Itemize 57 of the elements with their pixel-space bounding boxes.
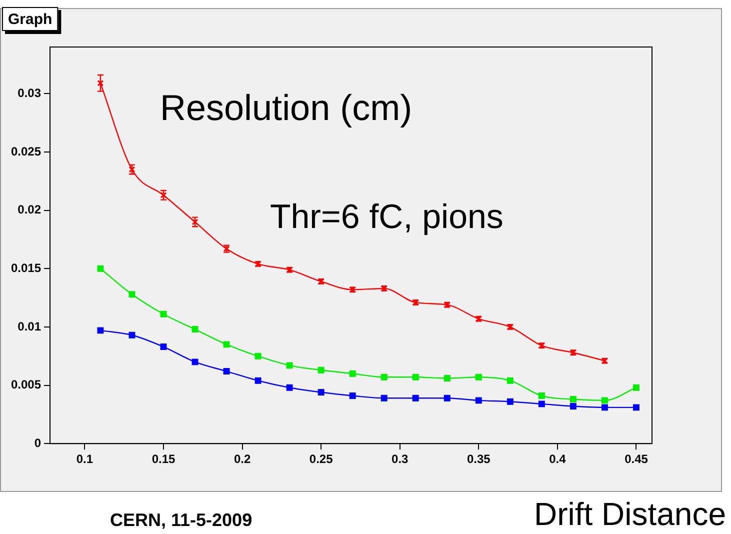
x-tick-label: 0.2: [234, 452, 251, 466]
x-axis-title: Drift Distance: [534, 496, 726, 532]
point: [97, 80, 104, 86]
x-tick-label: 0.3: [392, 452, 409, 466]
x-tick-label: 0.35: [466, 452, 491, 466]
point: [97, 327, 104, 334]
point: [506, 377, 514, 384]
point: [223, 341, 230, 348]
y-tick-label: 0.015: [11, 260, 42, 275]
point: [380, 374, 388, 380]
point: [318, 366, 324, 374]
y-tick-label: 0: [34, 436, 42, 450]
x-tick-label: 0.45: [624, 452, 648, 466]
y-tick-label: 0.01: [18, 319, 42, 334]
y-tick-label: 0.025: [11, 144, 42, 158]
point: [254, 352, 262, 360]
point: [602, 397, 608, 404]
x-tick-label: 0.25: [309, 452, 334, 466]
annotation: Thr=6 fC, pions: [270, 198, 504, 236]
point: [538, 400, 545, 408]
point: [128, 332, 136, 338]
point: [349, 392, 356, 399]
point: [349, 370, 356, 377]
annotation: Resolution (cm): [160, 87, 412, 128]
point: [160, 310, 167, 318]
point: [192, 358, 198, 366]
point: [506, 398, 514, 405]
point: [633, 384, 640, 391]
point: [160, 344, 167, 350]
x-tick-label: 0.4: [549, 452, 566, 466]
point: [380, 394, 388, 402]
text: CERN, 11-5-2009: [110, 510, 252, 530]
point: [538, 392, 545, 399]
point: [128, 291, 136, 298]
y-tick-label: 0.02: [18, 202, 42, 217]
y-tick-label: 0.005: [11, 378, 42, 392]
point: [570, 396, 576, 402]
y-tick-label: 0.03: [18, 86, 42, 100]
point: [602, 404, 608, 411]
point: [412, 374, 419, 380]
point: [97, 265, 104, 272]
x-tick-label: 0.1: [76, 452, 94, 466]
point: [444, 375, 450, 382]
point: [475, 397, 482, 404]
x-tick-label: 0.15: [152, 452, 176, 466]
point: [570, 403, 576, 410]
point: [192, 326, 198, 333]
point: [318, 389, 324, 396]
chart-title: Graph: [8, 11, 52, 28]
point: [475, 374, 482, 380]
point: [444, 394, 450, 402]
point: [412, 394, 419, 402]
point: [286, 384, 293, 391]
point: [633, 404, 640, 411]
point: [286, 362, 293, 369]
point: [223, 368, 230, 375]
point: [254, 377, 262, 384]
